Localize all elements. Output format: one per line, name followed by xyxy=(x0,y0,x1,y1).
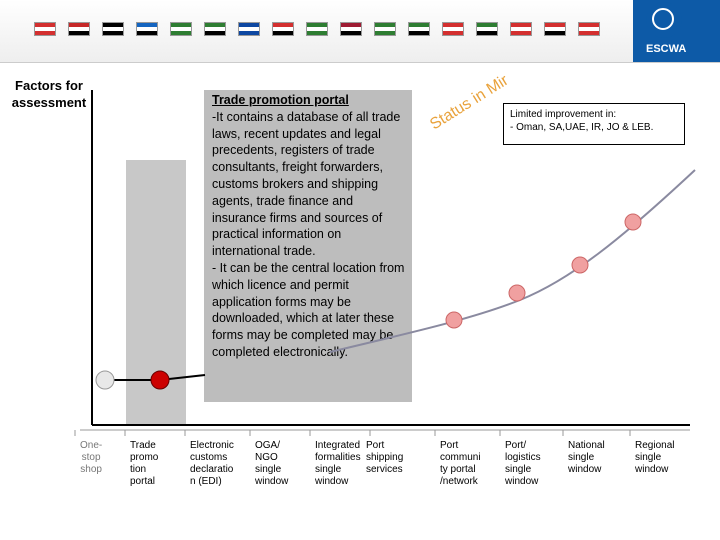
portal-title: Trade promotion portal xyxy=(212,93,349,107)
stage-dot xyxy=(571,256,589,274)
limited-improvement-box: Limited improvement in: - Oman, SA,UAE, … xyxy=(503,103,685,145)
country-flag-icon xyxy=(578,22,600,36)
country-flag-icon xyxy=(408,22,430,36)
stage-dot xyxy=(445,311,463,329)
country-flag-icon xyxy=(204,22,226,36)
stage-label: Integrated formalities single window xyxy=(315,440,361,487)
country-flag-icon xyxy=(68,22,90,36)
limited-line-1: Limited improvement in: xyxy=(510,109,617,120)
country-flag-icon xyxy=(442,22,464,36)
growth-curve xyxy=(329,169,696,353)
stage-label: National single window xyxy=(568,440,605,475)
escwa-label: ESCWA xyxy=(640,41,693,57)
portal-body: -It contains a database of all trade law… xyxy=(212,109,401,259)
country-flag-icon xyxy=(544,22,566,36)
stage-label: Port/ logistics single window xyxy=(505,440,541,487)
stage-label: Port communi ty portal /network xyxy=(440,440,481,487)
status-label: Status in Mir xyxy=(428,72,512,134)
flag-header: ESCWA xyxy=(0,0,720,63)
stage-dot xyxy=(508,284,526,302)
country-flag-icon xyxy=(34,22,56,36)
country-flag-icon xyxy=(170,22,192,36)
stage-label: Regional single window xyxy=(635,440,675,475)
country-flag-icon xyxy=(272,22,294,36)
country-flag-icon xyxy=(510,22,532,36)
country-flag-icon xyxy=(374,22,396,36)
country-flag-icon xyxy=(340,22,362,36)
factors-title: Factors for assessment xyxy=(11,78,87,110)
country-flag-icon xyxy=(238,22,260,36)
stage-label: One- stop shop xyxy=(80,440,103,475)
trade-portal-callout-box xyxy=(204,90,412,402)
stage-dot-one-stop xyxy=(95,370,115,390)
un-emblem-icon xyxy=(646,2,682,38)
country-flag-icon xyxy=(476,22,498,36)
stage-dot-trade-portal xyxy=(150,370,170,390)
stage-label: Port shipping services xyxy=(366,440,404,475)
country-flag-icon xyxy=(136,22,158,36)
stage-label: OGA/ NGO single window xyxy=(255,440,289,487)
stage-label: Electronic customs declaratio n (EDI) xyxy=(190,440,234,487)
limited-line-2: - Oman, SA,UAE, IR, JO & LEB. xyxy=(510,122,654,133)
country-flag-icon xyxy=(306,22,328,36)
country-flag-icon xyxy=(102,22,124,36)
trade-portal-callout-text: Trade promotion portal -It contains a da… xyxy=(212,92,408,361)
stage-dot xyxy=(624,213,642,231)
portal-body-2: - It can be the central location from wh… xyxy=(212,260,405,359)
stage-label: Trade promo tion portal xyxy=(130,440,159,487)
